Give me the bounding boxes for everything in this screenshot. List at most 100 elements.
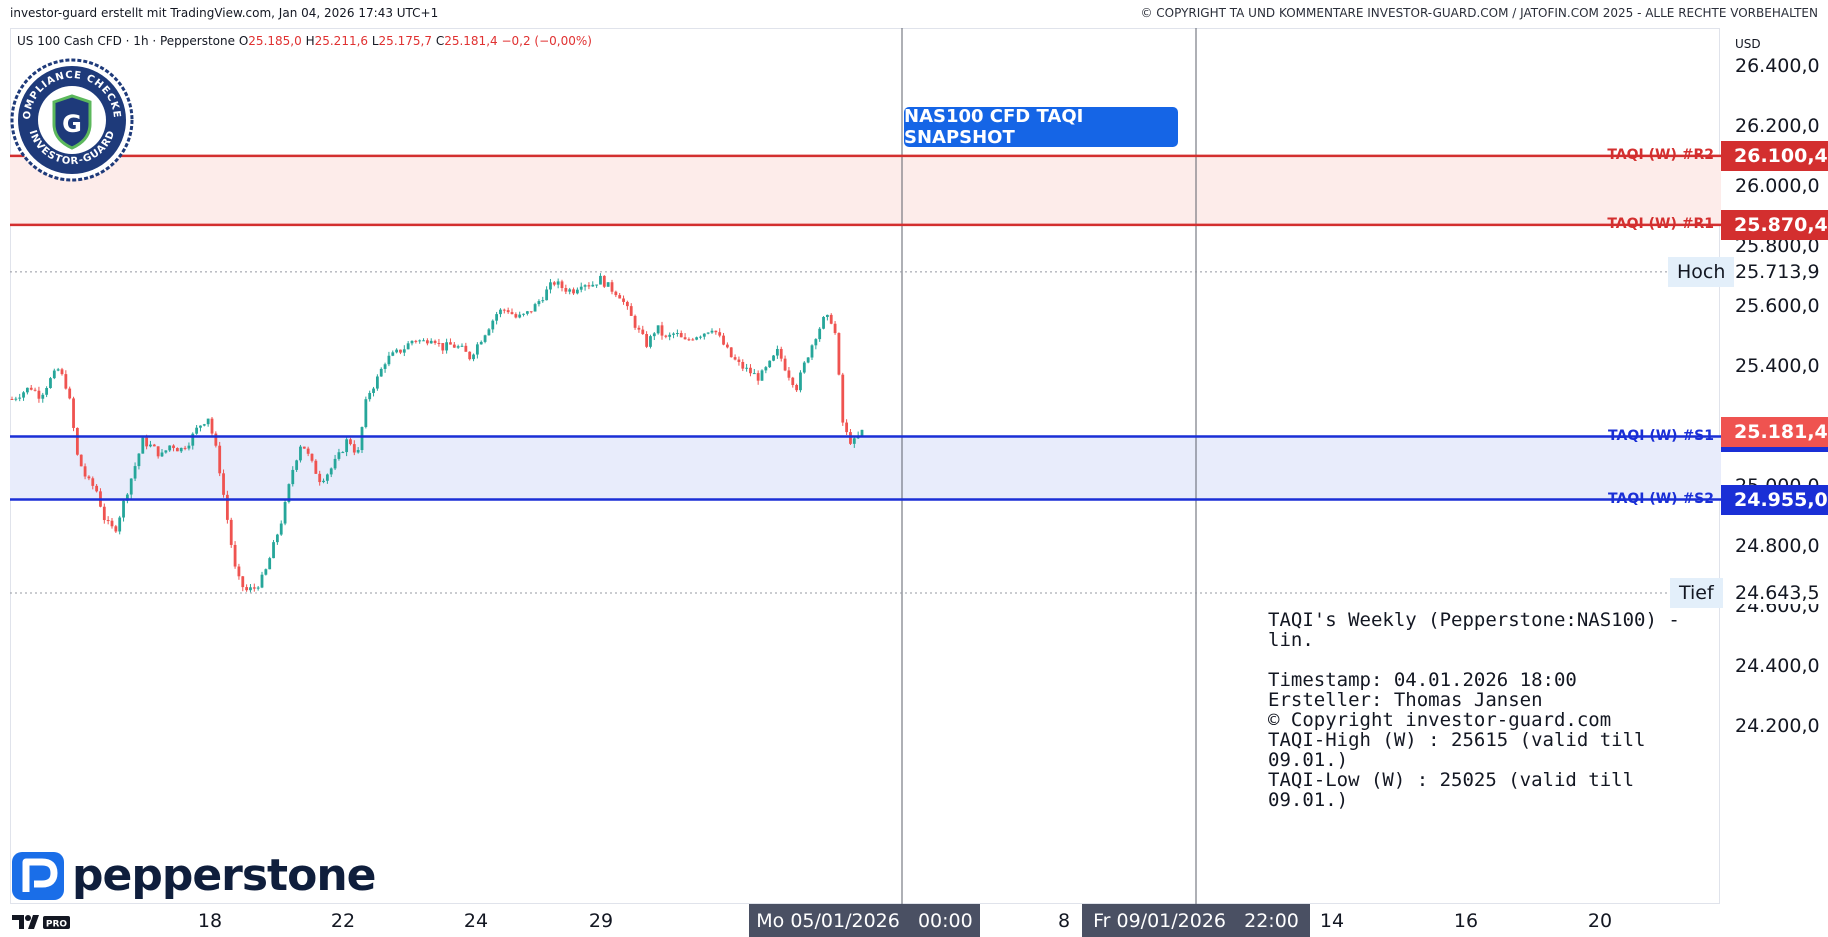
symbol-legend[interactable]: US 100 Cash CFD · 1h · Pepperstone O25.1…	[17, 34, 592, 48]
candle-body	[595, 284, 599, 286]
candle-body	[383, 364, 387, 369]
candle-body	[302, 446, 306, 449]
tv-pro-label: PRO	[46, 920, 68, 930]
candle-body	[83, 466, 87, 477]
candle-body	[210, 418, 214, 434]
high-tag: Hoch	[1668, 256, 1735, 287]
candle-body	[818, 328, 822, 340]
pepperstone-logo: pepperstone	[12, 850, 376, 901]
candle-body	[479, 341, 483, 345]
candle-body	[495, 314, 499, 321]
candle-body	[668, 334, 672, 337]
candle-body	[525, 311, 529, 314]
candle-body	[506, 310, 510, 313]
low-value: 24.643,5	[1735, 581, 1820, 604]
candle-body	[164, 450, 168, 453]
candle-body	[118, 517, 122, 532]
candle-body	[860, 429, 864, 436]
candle-body	[272, 542, 275, 559]
candle-body	[795, 384, 799, 391]
candle-body	[206, 418, 210, 425]
candle-body	[102, 506, 106, 521]
candle-body	[199, 425, 202, 428]
candle-body	[733, 357, 737, 360]
support-zone	[10, 436, 1721, 500]
info-taqi-low: TAQI-Low (W) : 25025 (valid till 09.01.)	[1268, 769, 1635, 811]
candle-body	[214, 433, 218, 446]
candle-body	[599, 275, 602, 285]
axis-currency[interactable]: USD	[1735, 37, 1761, 51]
candle-body	[718, 332, 722, 336]
candle-body	[337, 452, 341, 459]
ohlc-low-label: L	[371, 34, 379, 48]
y-tick-label: 25.600,0	[1735, 295, 1820, 317]
symbol-name: US 100 Cash CFD · 1h · Pepperstone	[17, 34, 236, 48]
candle-body	[445, 342, 449, 351]
candle-body	[110, 520, 114, 527]
candle-body	[687, 339, 691, 341]
candle-body	[14, 398, 18, 400]
x-date-highlight: Fr 09/01/2026 22:00	[1082, 904, 1310, 937]
candle-body	[772, 355, 775, 361]
level-price-tag: 24.955,0	[1721, 484, 1828, 515]
candle-body	[522, 313, 525, 315]
candle-body	[672, 333, 675, 335]
candle-body	[356, 450, 360, 453]
candle-body	[187, 445, 191, 449]
candle-body	[352, 444, 356, 453]
candle-body	[810, 345, 814, 358]
candle-body	[168, 445, 172, 451]
candle-body	[637, 327, 641, 330]
level-price-tag: 25.870,4	[1721, 209, 1828, 240]
candle-body	[799, 372, 802, 391]
candle-body	[614, 291, 618, 296]
candle-body	[602, 275, 606, 287]
candle-body	[768, 360, 772, 368]
candle-body	[572, 289, 575, 294]
candle-body	[737, 359, 741, 362]
candle-body	[541, 300, 545, 302]
candle-body	[629, 306, 633, 316]
candle-body	[291, 469, 295, 485]
candle-body	[52, 370, 56, 379]
candle-body	[764, 367, 768, 371]
candle-body	[487, 329, 491, 336]
candle-body	[45, 388, 49, 395]
candle-body	[364, 399, 368, 428]
info-timestamp: Timestamp: 04.01.2026 18:00	[1268, 669, 1577, 691]
candle-body	[287, 484, 291, 502]
candle-body	[660, 325, 664, 336]
candle-body	[483, 335, 487, 342]
candle-body	[710, 330, 714, 333]
candle-body	[745, 367, 749, 369]
candle-body	[583, 285, 587, 287]
candle-body	[68, 388, 72, 399]
candle-body	[406, 343, 410, 350]
tradingview-logo-icon[interactable]: PRO	[12, 912, 72, 932]
candle-body	[414, 340, 418, 342]
y-tick-label: 24.800,0	[1735, 535, 1820, 557]
candle-body	[814, 339, 818, 346]
candle-body	[225, 494, 229, 520]
candle-body	[729, 347, 733, 358]
candle-body	[41, 394, 45, 399]
candle-body	[533, 304, 537, 312]
ohlc-change: −0,2 (−0,00%)	[501, 34, 592, 48]
candle-body	[341, 452, 345, 454]
candle-body	[652, 333, 656, 337]
candle-body	[245, 587, 249, 591]
x-tick-label: 18	[197, 910, 223, 932]
candle-body	[222, 473, 225, 495]
candle-body	[537, 301, 541, 305]
candle-body	[806, 357, 810, 363]
candle-body	[279, 523, 283, 535]
candle-body	[752, 373, 756, 375]
candle-body	[791, 377, 795, 385]
candle-body	[275, 534, 279, 543]
candle-body	[560, 281, 564, 289]
candle-body	[145, 437, 149, 447]
candle-body	[264, 569, 268, 575]
candle-body	[510, 312, 514, 315]
candle-body	[529, 311, 533, 313]
